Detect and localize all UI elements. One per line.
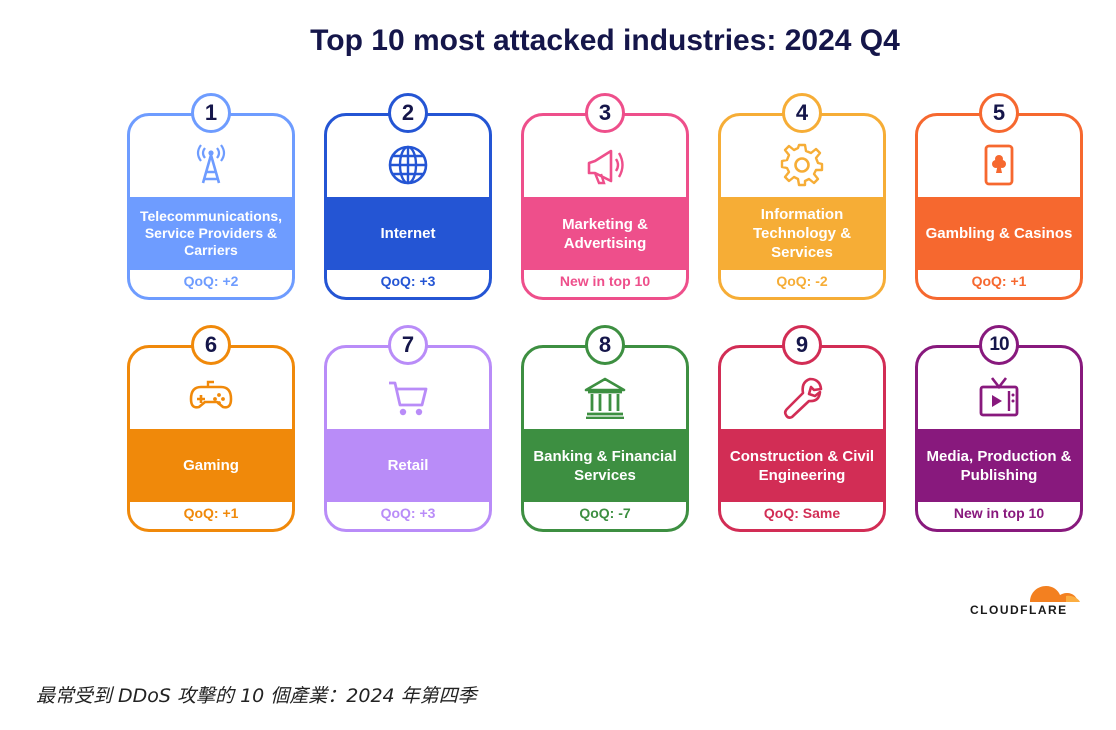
industry-card: Gaming QoQ: +1	[127, 345, 295, 532]
qoq-change: QoQ: -2	[776, 273, 828, 289]
chart-title: Top 10 most attacked industries: 2024 Q4	[310, 24, 900, 57]
industry-name: Construction & Civil Engineering	[721, 429, 883, 502]
industry-card: Banking & Financial Services QoQ: -7	[521, 345, 689, 532]
megaphone-icon	[587, 149, 624, 185]
industry-card: Telecommunications, Service Providers & …	[127, 113, 295, 300]
rank-badge: 3	[585, 93, 625, 133]
industry-name: Information Technology & Services	[721, 197, 883, 270]
rank-badge: 7	[388, 325, 428, 365]
television-icon	[979, 377, 1019, 417]
shopping-cart-icon	[389, 381, 428, 416]
industry-name: Marketing & Advertising	[524, 197, 686, 270]
industry-name: Telecommunications, Service Providers & …	[130, 197, 292, 270]
industry-name: Banking & Financial Services	[524, 429, 686, 502]
qoq-change: New in top 10	[953, 505, 1045, 521]
bank-icon	[584, 377, 626, 419]
image-caption: 最常受到 DDoS 攻擊的 10 個產業：2024 年第四季	[36, 685, 477, 707]
gear-icon	[780, 143, 824, 187]
industry-card: Gambling & Casinos QoQ: +1	[915, 113, 1083, 300]
rank-badge: 6	[191, 325, 231, 365]
rank-badge: 10	[979, 325, 1019, 365]
qoq-change: New in top 10	[559, 273, 651, 289]
rank-badge: 8	[585, 325, 625, 365]
qoq-change: QoQ: +3	[380, 273, 436, 289]
industry-card: Marketing & Advertising New in top 10	[521, 113, 689, 300]
globe-icon	[388, 145, 428, 185]
qoq-change: QoQ: +1	[971, 273, 1027, 289]
cloudflare-logo	[1030, 586, 1080, 602]
gamepad-icon	[189, 380, 233, 409]
cell-tower-icon	[196, 144, 226, 184]
industry-card: Retail QoQ: +3	[324, 345, 492, 532]
industry-card: Construction & Civil Engineering QoQ: Sam…	[718, 345, 886, 532]
rank-badge: 1	[191, 93, 231, 133]
cloudflare-wordmark: CLOUDFLARE	[970, 603, 1068, 617]
playing-card-icon	[984, 144, 1014, 186]
qoq-change: QoQ: -7	[579, 505, 631, 521]
wrench-icon	[783, 377, 823, 419]
industry-card: Media, Production & Publishing New in top…	[915, 345, 1083, 532]
industry-name: Gaming	[130, 429, 292, 502]
industry-name: Retail	[327, 429, 489, 502]
rank-badge: 9	[782, 325, 822, 365]
industry-name: Gambling & Casinos	[918, 197, 1080, 270]
industry-card: Information Technology & Services QoQ: -2	[718, 113, 886, 300]
industry-name: Media, Production & Publishing	[918, 429, 1080, 502]
rank-badge: 2	[388, 93, 428, 133]
qoq-change: QoQ: +3	[380, 505, 436, 521]
rank-badge: 5	[979, 93, 1019, 133]
qoq-change: QoQ: Same	[763, 505, 841, 521]
industry-name: Internet	[327, 197, 489, 270]
industry-card: Internet QoQ: +3	[324, 113, 492, 300]
qoq-change: QoQ: +2	[183, 273, 239, 289]
qoq-change: QoQ: +1	[183, 505, 239, 521]
rank-badge: 4	[782, 93, 822, 133]
